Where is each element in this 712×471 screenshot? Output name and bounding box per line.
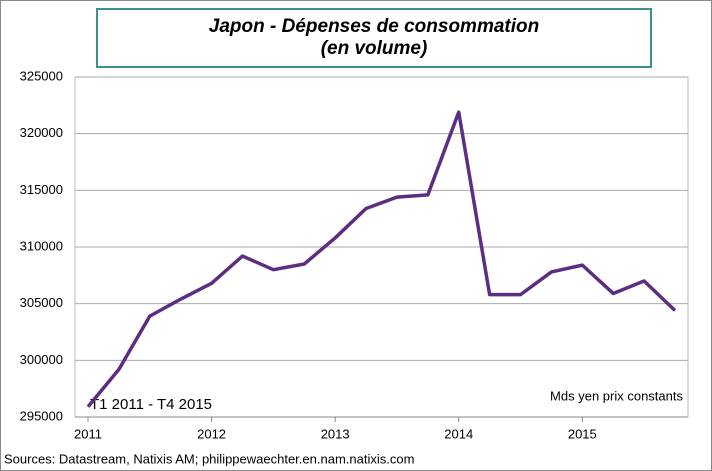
- x-tick-label: 2013: [321, 426, 350, 441]
- y-tick-label: 315000: [20, 182, 63, 197]
- annotation: T1 2011 - T4 2015: [90, 396, 212, 413]
- y-tick-label: 310000: [20, 238, 63, 253]
- source: Sources: Datastream, Natixis AM; philipp…: [4, 451, 414, 466]
- y-tick-label: 325000: [20, 68, 63, 83]
- y-tick-label: 300000: [20, 352, 63, 367]
- line-series: [86, 110, 677, 408]
- x-tick-label: 2011: [74, 426, 102, 441]
- annotation: Mds yen prix constants: [550, 388, 683, 403]
- chart-title: Japon - Dépenses de consommation: [209, 16, 539, 37]
- x-tick-label: 2015: [568, 426, 597, 441]
- y-tick-label: 295000: [20, 408, 63, 423]
- x-tick-label: 2014: [444, 426, 473, 441]
- y-tick-label: 320000: [20, 125, 63, 140]
- title-box: [96, 8, 652, 68]
- x-tick-label: 2012: [197, 426, 226, 441]
- chart-subtitle: (en volume): [321, 38, 428, 59]
- y-tick-label: 305000: [20, 295, 63, 310]
